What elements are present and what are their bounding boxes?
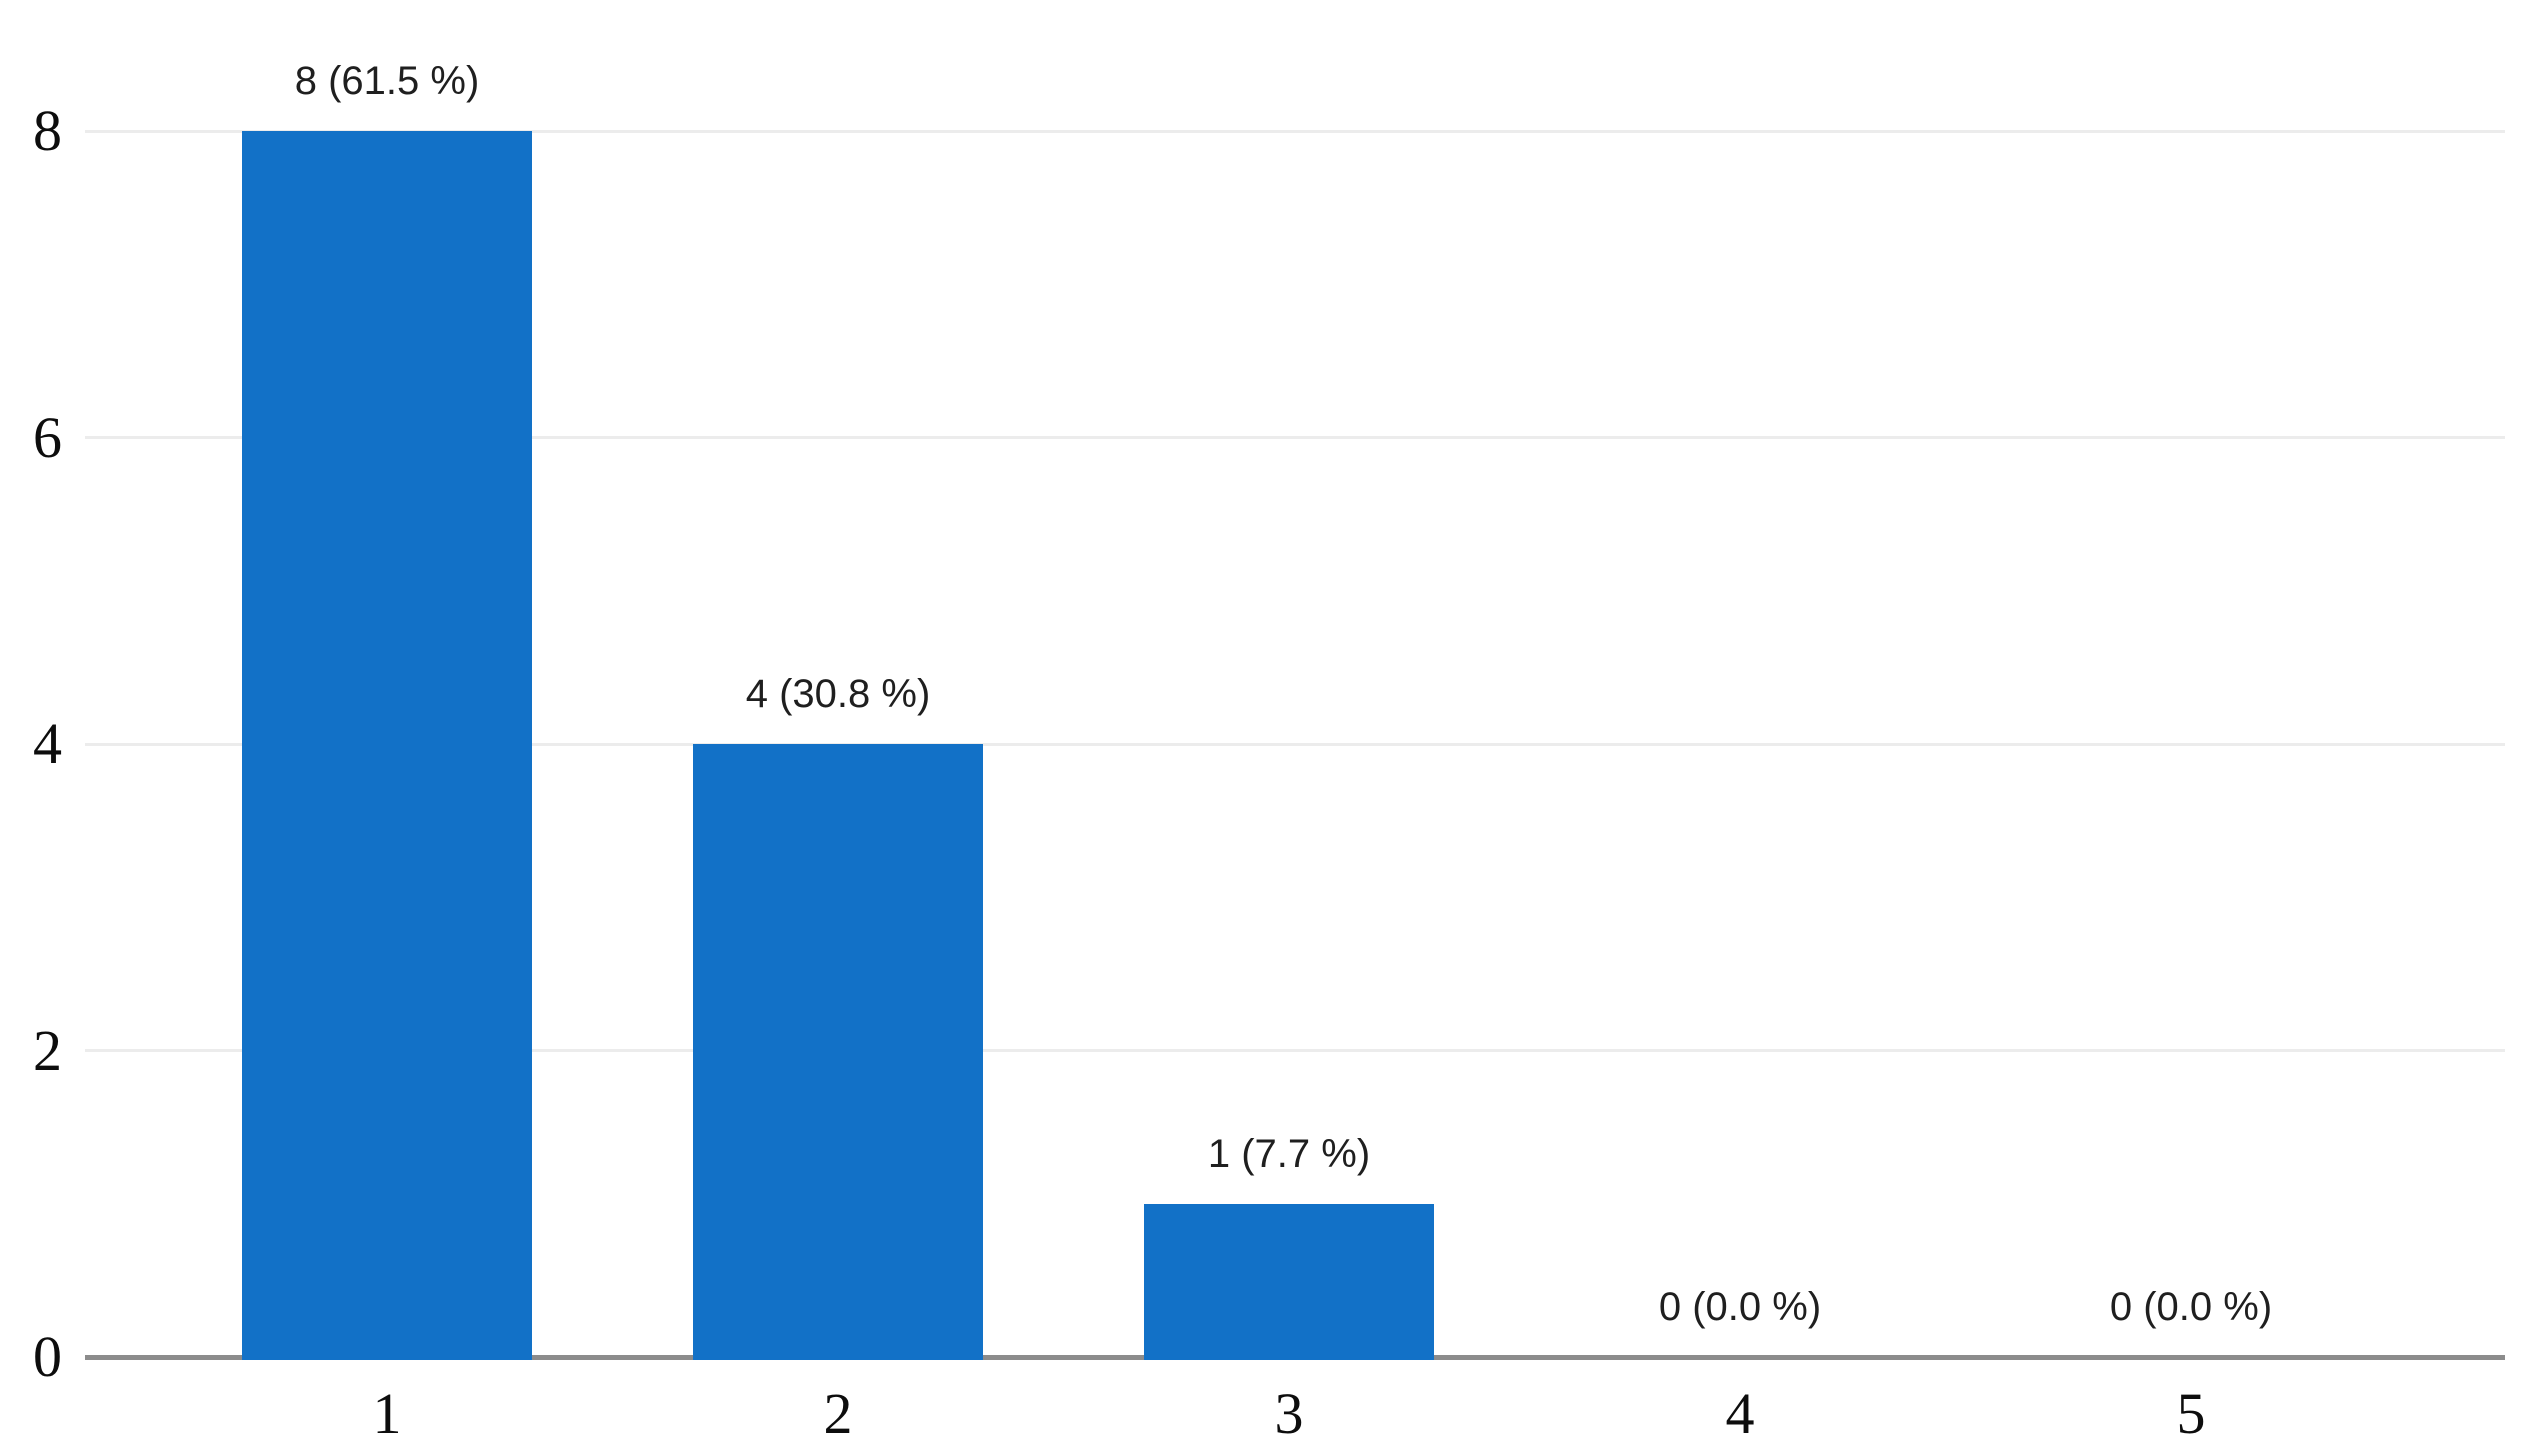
x-axis-tick-label: 5 [2176,1381,2206,1446]
y-axis-tick-label: 8 [33,98,62,163]
bar [1144,1203,1434,1360]
bar [242,131,532,1360]
y-axis-tick-label: 4 [33,711,62,776]
y-axis-tick-label: 6 [33,404,62,470]
x-axis-tick-label: 2 [823,1381,853,1446]
x-axis-tick-label: 4 [1725,1381,1755,1446]
gridline [85,742,2505,746]
x-axis-tick-label: 3 [1274,1381,1304,1446]
bar-value-label: 8 (61.5 %) [294,59,480,103]
gridline [85,129,2505,133]
bar-value-label: 0 (0.0 %) [1658,1285,1822,1329]
gridline [85,436,2505,439]
x-axis-tick-label: 1 [372,1381,402,1446]
bar-value-label: 4 (30.8 %) [745,672,931,716]
gridline [85,1049,2505,1052]
bar [693,744,983,1360]
y-axis-tick-label: 2 [33,1017,62,1083]
bar-value-label: 1 (7.7 %) [1207,1131,1371,1176]
bar-value-label: 0 (0.0 %) [2109,1285,2273,1329]
y-axis-tick-label: 0 [33,1324,62,1389]
